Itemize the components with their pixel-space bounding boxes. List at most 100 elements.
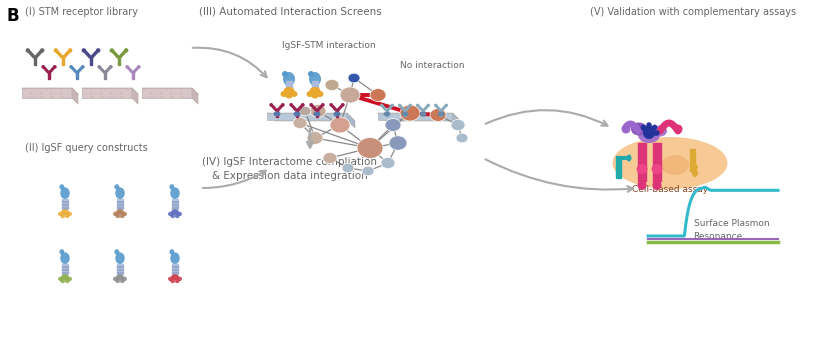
Ellipse shape (673, 125, 682, 133)
Ellipse shape (90, 92, 92, 94)
Ellipse shape (168, 212, 173, 216)
Ellipse shape (307, 91, 313, 97)
Ellipse shape (340, 87, 360, 103)
Text: IgSF-STM interaction: IgSF-STM interaction (282, 41, 376, 50)
Bar (286, 81, 292, 89)
Ellipse shape (40, 48, 44, 52)
Ellipse shape (101, 96, 103, 97)
Ellipse shape (170, 96, 173, 97)
Bar (61, 264, 68, 273)
Ellipse shape (330, 117, 350, 133)
Polygon shape (331, 104, 337, 111)
Ellipse shape (59, 184, 64, 190)
Bar (638, 143, 646, 181)
Ellipse shape (170, 249, 175, 255)
Bar (276, 111, 278, 117)
Ellipse shape (445, 104, 448, 107)
Text: B: B (7, 7, 20, 25)
Ellipse shape (391, 104, 394, 107)
Ellipse shape (400, 105, 420, 121)
Ellipse shape (381, 157, 395, 169)
Ellipse shape (91, 96, 93, 97)
Ellipse shape (283, 87, 294, 95)
Ellipse shape (301, 103, 305, 107)
Ellipse shape (175, 214, 179, 218)
Polygon shape (192, 88, 198, 104)
Polygon shape (271, 104, 277, 111)
Ellipse shape (333, 111, 341, 117)
Polygon shape (49, 66, 56, 73)
Text: Surface Plasmon
Resonance: Surface Plasmon Resonance (694, 220, 770, 241)
Ellipse shape (97, 65, 101, 69)
Ellipse shape (370, 88, 386, 102)
Ellipse shape (65, 214, 70, 218)
Polygon shape (381, 105, 387, 111)
Ellipse shape (385, 119, 401, 131)
Bar (404, 109, 406, 111)
Polygon shape (347, 113, 355, 128)
Polygon shape (277, 104, 283, 111)
Polygon shape (267, 113, 347, 120)
Bar (440, 109, 442, 111)
Ellipse shape (281, 103, 285, 107)
Bar (61, 199, 68, 209)
Ellipse shape (100, 92, 102, 94)
Ellipse shape (116, 252, 125, 264)
Ellipse shape (59, 249, 64, 255)
Ellipse shape (323, 152, 337, 164)
Bar (61, 207, 68, 208)
Bar (117, 264, 123, 273)
Ellipse shape (434, 104, 437, 107)
Ellipse shape (389, 136, 407, 150)
Bar (104, 71, 106, 73)
Ellipse shape (631, 122, 647, 135)
Bar (117, 269, 123, 270)
Bar (61, 56, 65, 58)
Ellipse shape (120, 279, 125, 283)
Polygon shape (453, 113, 460, 128)
Ellipse shape (81, 65, 85, 69)
Ellipse shape (309, 87, 321, 95)
Bar (132, 71, 134, 73)
Bar (296, 109, 298, 111)
Polygon shape (337, 104, 343, 111)
Bar (117, 199, 123, 209)
Polygon shape (133, 66, 140, 73)
Ellipse shape (113, 212, 118, 216)
Ellipse shape (661, 155, 689, 175)
Ellipse shape (150, 96, 153, 97)
Ellipse shape (175, 279, 179, 283)
Polygon shape (399, 105, 405, 111)
Ellipse shape (329, 103, 333, 107)
Ellipse shape (137, 65, 140, 69)
Bar (61, 269, 68, 270)
Ellipse shape (58, 277, 63, 281)
Ellipse shape (282, 71, 288, 77)
Ellipse shape (116, 209, 124, 215)
Bar (404, 111, 406, 116)
Ellipse shape (61, 274, 69, 280)
Text: (III) Automated Interaction Screens: (III) Automated Interaction Screens (199, 7, 381, 17)
Ellipse shape (170, 92, 172, 94)
Ellipse shape (150, 92, 152, 94)
Polygon shape (142, 88, 198, 94)
Bar (48, 71, 50, 73)
Bar (172, 201, 178, 202)
Ellipse shape (348, 73, 360, 83)
Ellipse shape (456, 133, 468, 143)
Bar (440, 111, 442, 116)
Ellipse shape (612, 137, 727, 189)
Text: Cell-based assay: Cell-based assay (632, 185, 708, 194)
Polygon shape (99, 66, 105, 73)
Bar (104, 73, 106, 79)
Ellipse shape (325, 79, 339, 91)
Ellipse shape (122, 277, 127, 281)
Bar (117, 56, 120, 58)
Bar (172, 207, 178, 208)
Polygon shape (82, 88, 132, 98)
Ellipse shape (637, 164, 647, 174)
Ellipse shape (269, 103, 273, 107)
Ellipse shape (309, 72, 321, 86)
Polygon shape (405, 105, 411, 111)
Ellipse shape (342, 163, 354, 173)
